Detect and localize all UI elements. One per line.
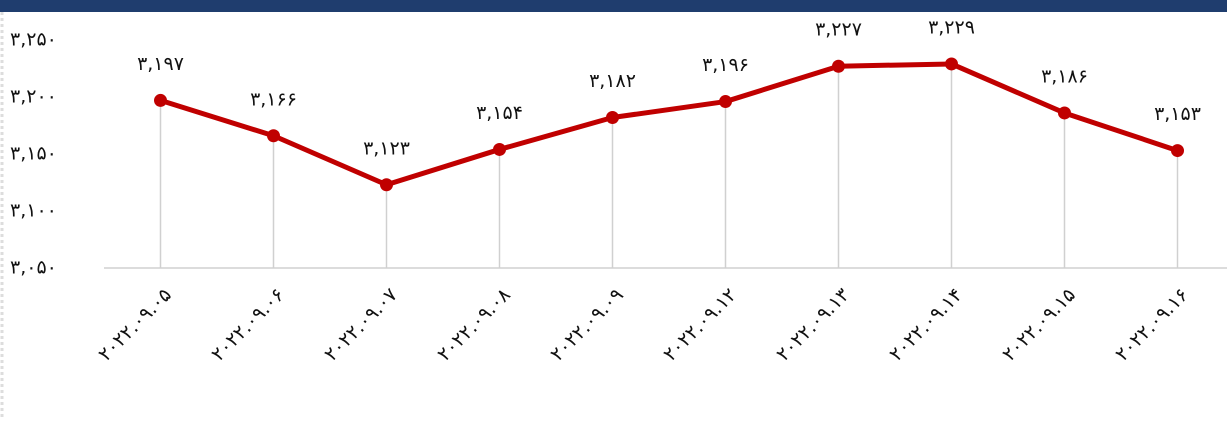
data-label: ۳,۱۸۶ [1041,65,1088,87]
x-tick-label: ۲۰۲۲.۰۹.۰۸ [433,284,515,366]
data-label: ۳,۱۶۶ [250,88,297,110]
marker [832,59,845,73]
top-bar [0,0,1227,12]
y-tick-label: ۳,۲۰۰ [10,86,57,108]
data-label: ۳,۱۲۳ [363,137,410,159]
marker [1171,144,1184,158]
x-tick-label: ۲۰۲۲.۰۹.۰۷ [320,284,402,366]
x-tick-label: ۲۰۲۲.۰۹.۱۴ [885,284,967,366]
data-label: ۳,۱۹۶ [702,54,749,76]
marker [154,93,167,107]
data-label: ۳,۱۵۴ [476,102,523,124]
marker [380,178,393,192]
y-tick-label: ۳,۱۰۰ [10,200,57,222]
marker [945,57,958,71]
data-label: ۳,۱۸۲ [589,70,636,92]
marker [719,95,732,109]
line [159,61,1179,188]
data-label: ۳,۲۲۹ [928,16,975,38]
x-tick-label: ۲۰۲۲.۰۹.۰۵ [94,284,176,366]
data-label: ۳,۱۵۳ [1154,103,1201,125]
x-tick-label: ۲۰۲۲.۰۹.۰۹ [546,284,628,366]
x-tick-label: ۲۰۲۲.۰۹.۱۵ [998,284,1080,366]
marker [493,142,506,156]
x-tick-label: ۲۰۲۲.۰۹.۰۶ [207,284,289,366]
y-tick-label: ۳,۰۵۰ [10,257,57,279]
x-tick-label: ۲۰۲۲.۰۹.۱۶ [1111,284,1193,366]
data-label: ۳,۱۹۷ [137,53,184,75]
marker [267,129,280,143]
y-tick-label: ۳,۱۵۰ [10,143,57,165]
data-label: ۳,۲۲۷ [815,19,862,41]
y-tick-label: ۳,۲۵۰ [10,29,57,51]
x-tick-label: ۲۰۲۲.۰۹.۱۲ [659,284,741,366]
x-tick-label: ۲۰۲۲.۰۹.۱۳ [772,284,854,366]
marker [606,111,619,125]
marker [1058,106,1071,120]
